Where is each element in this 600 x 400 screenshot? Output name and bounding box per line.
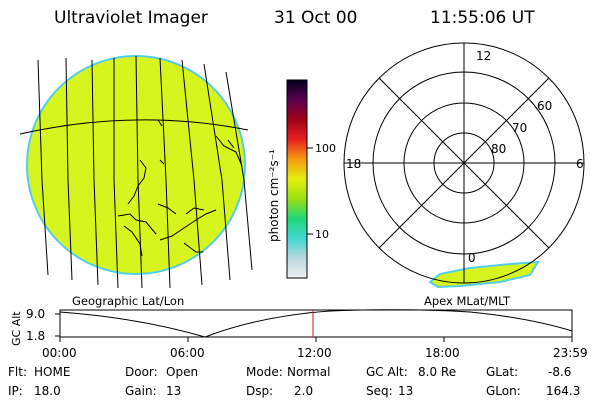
status-gain-key: Gain: [125,384,157,398]
y-tick-label: 9.0 [26,307,45,321]
altitude-axis-label: GC Alt [10,311,23,346]
status-ip-key: IP: [8,384,23,398]
mlat-label-80: 80 [491,142,506,156]
altitude-plot: 9.0 1.8 GC Alt [10,307,573,346]
status-flt-key: Flt: [8,365,27,379]
status-ip-value: 18.0 [34,384,61,398]
instrument-title: Ultraviolet Imager [54,8,208,28]
status-gcalt-value: 8.0 Re [418,365,457,379]
y-tick-label: 1.8 [26,329,45,343]
image-time: 11:55:06 UT [430,8,535,28]
polar-mlat-mlt-plot: 12 18 6 0 60 70 80 [343,42,585,289]
mlt-label-6: 6 [576,157,584,171]
status-seq-key: Seq: [366,384,393,398]
mlt-label-18: 18 [346,157,361,171]
altitude-curve [59,309,573,338]
colorbar-unit-label: photon cm⁻²s⁻¹ [267,149,281,242]
status-dsp-value: 2.0 [294,384,314,398]
graticule [19,55,253,289]
status-mode-key: Mode: [246,365,283,379]
status-seq-value: 13 [398,384,414,398]
x-tick-label: 18:00 [425,346,460,360]
colorbar-tick-label: 10 [315,228,329,241]
earth-disk [26,55,246,275]
image-date: 31 Oct 00 [274,8,358,28]
status-flt-value: HOME [34,365,71,379]
mlt-label-0: 0 [468,251,476,265]
auroral-emission [428,260,540,289]
status-glat-value: -8.6 [548,365,572,379]
altitude-plot-frame [59,309,573,338]
status-glat-key: GLat: [486,365,519,379]
apex-caption: Apex MLat/MLT [424,294,511,308]
colorbar: 100 10 photon cm⁻²s⁻¹ [267,79,336,279]
x-tick-label: 23:59 [553,346,588,360]
status-dsp-key: Dsp: [246,384,274,398]
status-glon-key: GLon: [486,384,521,398]
geographic-image [19,55,253,289]
status-door-value: Open [166,365,199,379]
mlat-label-70: 70 [512,121,527,135]
mlat-label-60: 60 [537,99,552,113]
x-tick-label: 12:00 [297,346,332,360]
colorbar-tick-label: 100 [315,142,336,155]
colorbar-scale [286,79,308,279]
x-tick-label: 06:00 [170,346,205,360]
geographic-caption: Geographic Lat/Lon [72,294,185,308]
mlt-label-12: 12 [476,49,491,63]
x-tick-label: 00:00 [42,346,77,360]
polar-diagonal [378,77,550,249]
status-door-key: Door: [125,365,158,379]
status-mode-value: Normal [287,365,331,379]
status-glon-value: 164.3 [546,384,581,398]
status-gain-value: 13 [166,384,182,398]
status-gcalt-key: GC Alt: [366,365,408,379]
